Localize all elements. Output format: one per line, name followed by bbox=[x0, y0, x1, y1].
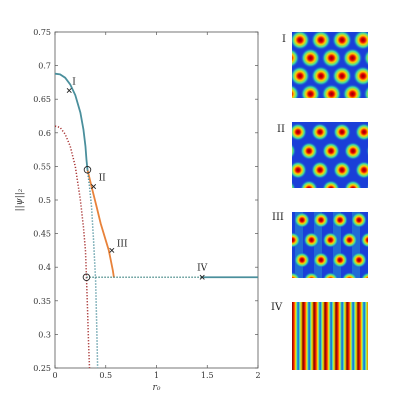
x-tick-label: 1.5 bbox=[201, 371, 214, 380]
panel-label-4: IV bbox=[271, 302, 283, 313]
state-x-marker bbox=[199, 274, 205, 280]
pattern-panel-1 bbox=[292, 32, 368, 98]
series-line-2 bbox=[86, 169, 115, 278]
y-tick-label: 0.45 bbox=[33, 230, 51, 239]
y-tick-label: 0.55 bbox=[33, 162, 51, 171]
y-tick-label: 0.3 bbox=[38, 330, 51, 339]
y-tick-label: 0.4 bbox=[38, 263, 51, 272]
x-tick-label: 2 bbox=[255, 371, 260, 380]
series-line-4 bbox=[55, 125, 91, 368]
series-line-1 bbox=[55, 72, 89, 170]
state-label: I bbox=[72, 77, 76, 87]
y-tick-label: 0.25 bbox=[33, 364, 51, 373]
x-tick-label: 1 bbox=[154, 371, 159, 380]
y-axis-label: ||ψ||₂ bbox=[15, 188, 25, 211]
plot-frame bbox=[54, 31, 259, 369]
panel-label-3: III bbox=[272, 212, 284, 223]
y-tick-label: 0.7 bbox=[38, 62, 51, 71]
y-tick-label: 0.6 bbox=[38, 129, 51, 138]
pattern-image-4 bbox=[292, 302, 368, 370]
x-tick-label: 0 bbox=[52, 371, 57, 380]
pattern-panel-4 bbox=[292, 302, 368, 370]
state-label: II bbox=[99, 174, 107, 184]
bifurcation-circle-marker bbox=[83, 166, 92, 174]
x-axis-label: r₀ bbox=[153, 383, 161, 393]
pattern-image-1 bbox=[292, 32, 368, 98]
state-label: III bbox=[117, 239, 128, 249]
bifurcation-circle-marker bbox=[82, 273, 91, 282]
main-chart: 0 0.5 1 1.5 2 0.25 0.3 0.35 0.4 0.45 0.5 0.55 0.6 0.6… bbox=[15, 28, 261, 393]
panel-label-1: I bbox=[282, 34, 286, 45]
x-tick-label: 0.5 bbox=[99, 371, 112, 380]
pattern-panel-2 bbox=[292, 122, 368, 188]
pattern-image-3 bbox=[292, 212, 368, 278]
y-tick-label: 0.75 bbox=[33, 28, 51, 37]
pattern-image-2 bbox=[292, 122, 368, 188]
state-x-marker bbox=[109, 247, 115, 253]
state-label: IV bbox=[197, 263, 208, 273]
y-tick-label: 0.35 bbox=[33, 297, 51, 306]
state-x-marker bbox=[91, 184, 97, 190]
y-tick-label: 0.65 bbox=[33, 95, 51, 104]
panel-label-2: II bbox=[277, 124, 285, 135]
state-x-marker bbox=[66, 87, 72, 93]
y-tick-label: 0.5 bbox=[38, 196, 51, 205]
pattern-panel-3 bbox=[292, 212, 368, 278]
